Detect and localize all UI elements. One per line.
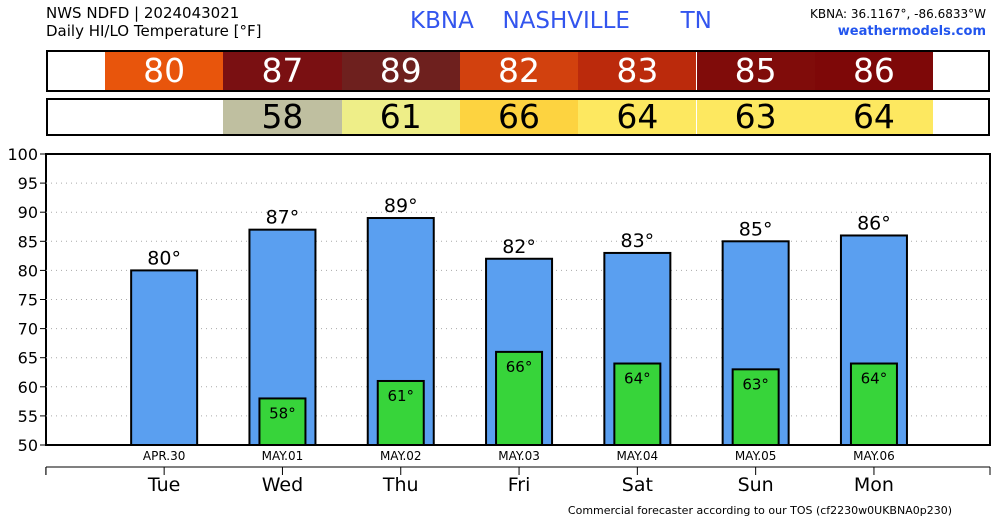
low-temperature-strip: 58 61 66 64 63 64 [46, 98, 990, 136]
date-label: MAY.02 [380, 449, 422, 463]
y-tick-label: 80 [18, 261, 38, 280]
low-bar [258, 397, 307, 447]
low-bar [849, 362, 898, 446]
lo-cell [105, 100, 224, 134]
low-bar [731, 368, 780, 446]
station-state: TN [680, 8, 712, 34]
lo-cell: 58 [223, 100, 342, 134]
y-tick-label: 100 [7, 145, 38, 164]
high-data-label: 83° [621, 230, 655, 252]
day-label: Fri [508, 474, 531, 496]
y-tick-label: 60 [18, 378, 38, 397]
date-label: MAY.01 [262, 449, 304, 463]
day-label: Sun [738, 474, 774, 496]
hi-cell: 82 [459, 52, 579, 90]
low-bar [613, 362, 662, 446]
date-label: MAY.05 [735, 449, 777, 463]
hi-cell: 89 [341, 52, 460, 90]
lo-cell: 61 [341, 100, 460, 134]
day-label: Thu [382, 474, 419, 496]
lo-cell: 64 [814, 100, 934, 134]
high-data-label: 87° [266, 207, 300, 229]
footer-note: Commercial forecaster according to our T… [567, 504, 952, 517]
header-right: KBNA: 36.1167°, -86.6833°W weathermodels… [810, 5, 986, 41]
date-label: APR.30 [143, 449, 185, 463]
high-data-label: 80° [147, 247, 181, 269]
hi-cell: 85 [696, 52, 815, 90]
header-left: NWS NDFD | 2024043021 Daily HI/LO Temper… [46, 4, 262, 40]
y-tick-label: 85 [18, 232, 38, 251]
y-tick-label: 55 [18, 407, 38, 426]
low-data-label: 64° [624, 370, 651, 388]
y-tick-label: 90 [18, 203, 38, 222]
y-tick-label: 65 [18, 349, 38, 368]
high-data-label: 82° [502, 236, 536, 258]
station-name: NASHVILLE [502, 8, 630, 34]
high-data-label: 89° [384, 195, 418, 217]
day-label: Mon [854, 474, 894, 496]
hi-cell: 87 [223, 52, 342, 90]
coords-label: KBNA: 36.1167°, -86.6833°W [809, 7, 986, 21]
day-label: Tue [147, 474, 180, 496]
site-link[interactable]: weathermodels.com [837, 24, 986, 39]
product-label: Daily HI/LO Temperature [°F] [46, 22, 262, 40]
hi-cell: 83 [578, 52, 697, 90]
date-label: MAY.03 [498, 449, 540, 463]
low-data-label: 58° [269, 404, 296, 422]
low-data-label: 61° [387, 387, 414, 405]
low-bar [376, 379, 425, 447]
source-label: NWS NDFD | 2024043021 [46, 4, 240, 22]
y-tick-label: 50 [18, 436, 38, 455]
lo-cell: 66 [459, 100, 579, 134]
high-data-label: 86° [857, 212, 891, 234]
high-data-label: 85° [739, 218, 773, 240]
y-tick-label: 95 [18, 174, 38, 193]
station-code: KBNA [410, 8, 474, 34]
hi-cell: 80 [105, 52, 224, 90]
hi-cell: 86 [814, 52, 934, 90]
low-data-label: 63° [742, 375, 769, 393]
lo-cell: 63 [696, 100, 815, 134]
low-bar [495, 350, 544, 447]
lo-cell: 64 [578, 100, 697, 134]
y-tick-label: 75 [18, 291, 38, 310]
day-label: Sat [622, 474, 653, 496]
day-label: Wed [262, 474, 303, 496]
high-temperature-strip: 80 87 89 82 83 85 86 [46, 50, 990, 92]
low-data-label: 64° [861, 370, 888, 388]
y-tick-label: 70 [18, 320, 38, 339]
station-title: KBNA NASHVILLE TN [410, 8, 712, 34]
date-label: MAY.06 [853, 449, 895, 463]
low-data-label: 66° [506, 358, 533, 376]
date-label: MAY.04 [617, 449, 659, 463]
high-bar [130, 269, 199, 446]
